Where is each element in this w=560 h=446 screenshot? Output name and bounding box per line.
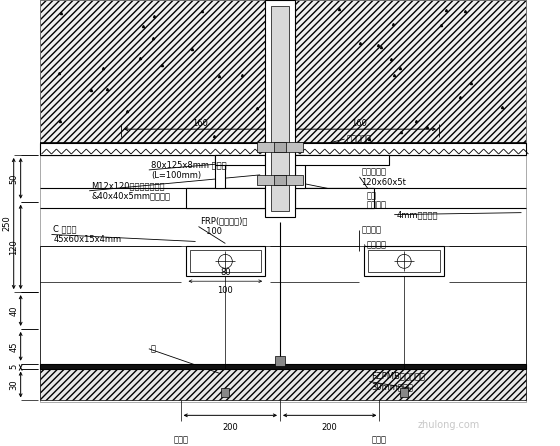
Text: 45: 45 [9,341,18,351]
Text: 4mm泛水铝板: 4mm泛水铝板 [396,210,438,219]
Text: 制尺寸: 制尺寸 [372,435,387,444]
Bar [295,155,389,165]
Bar [216,155,225,188]
Bar [295,188,375,208]
Bar [190,250,261,272]
Bar [40,143,526,155]
Bar [185,188,265,208]
Bar [257,142,303,152]
Text: 80x125x8mm 钉板槽
(L=100mm): 80x125x8mm 钉板槽 (L=100mm) [151,160,226,180]
Text: 100: 100 [217,286,233,295]
Bar [271,6,289,211]
Text: FRP(玻璃钉筋)槽
  100: FRP(玻璃钉筋)槽 100 [200,217,248,236]
Text: 水: 水 [151,344,156,353]
Text: 40: 40 [9,305,18,316]
Text: 龙骨横龙骨
120x60x5t: 龙骨横龙骨 120x60x5t [361,167,407,186]
Text: 250: 250 [2,216,11,231]
Bar [40,363,526,369]
Bar [365,247,444,276]
Text: M12x120不锈钉螺纹螺水
&40x40x5mm橡胶坤片: M12x120不锈钉螺纹螺水 &40x40x5mm橡胶坤片 [91,181,170,201]
Bar [368,250,440,272]
Bar [257,175,303,185]
Text: 120: 120 [9,239,18,255]
Text: 5: 5 [9,363,18,369]
Text: 钙件锁脚件: 钙件锁脚件 [347,135,372,144]
Text: 锁头: 锁头 [366,191,376,200]
Text: zhulong.com: zhulong.com [418,420,480,430]
Bar [40,369,526,401]
Text: 200: 200 [322,423,338,432]
Bar [274,142,286,152]
Bar [295,0,526,143]
Text: 铝制空芋: 铝制空芋 [361,225,381,234]
Bar [40,0,526,402]
Text: FZPMB不锈鑉螺丝
30mm垫板板: FZPMB不锈鑉螺丝 30mm垫板板 [371,372,425,391]
Text: 橡皮垫圈: 橡皮垫圈 [366,200,386,209]
Text: 背水组件: 背水组件 [366,240,386,249]
Bar [185,247,265,276]
Text: 80: 80 [220,268,231,277]
Bar [265,0,295,217]
Bar [216,155,265,165]
Text: 制尺寸: 制尺寸 [173,435,188,444]
Bar [400,388,408,397]
Text: 160: 160 [193,119,208,128]
Bar [40,0,265,143]
Text: 30: 30 [9,379,18,390]
Bar [295,155,305,188]
Text: C 型钉框
45x60x15x4mm: C 型钉框 45x60x15x4mm [53,225,122,244]
Bar [221,388,230,397]
Text: 160: 160 [352,119,367,128]
Bar [274,175,286,185]
Bar [275,356,285,366]
Text: 200: 200 [222,423,238,432]
Text: 50: 50 [9,173,18,184]
